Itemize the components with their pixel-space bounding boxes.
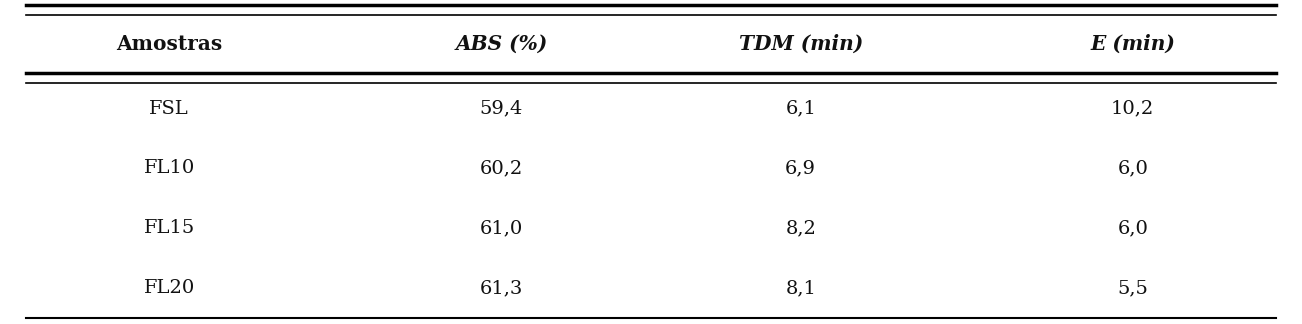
Text: 8,2: 8,2 <box>785 219 816 237</box>
Text: FL15: FL15 <box>143 219 195 237</box>
Text: 10,2: 10,2 <box>1111 99 1155 118</box>
Text: TDM (min): TDM (min) <box>738 34 863 54</box>
Text: 61,3: 61,3 <box>479 279 523 297</box>
Text: E (min): E (min) <box>1090 34 1176 54</box>
Text: 6,0: 6,0 <box>1117 159 1148 178</box>
Text: 8,1: 8,1 <box>785 279 816 297</box>
Text: 59,4: 59,4 <box>479 99 523 118</box>
Text: ABS (%): ABS (%) <box>456 34 547 54</box>
Text: 61,0: 61,0 <box>479 219 523 237</box>
Text: 5,5: 5,5 <box>1117 279 1148 297</box>
Text: 6,1: 6,1 <box>785 99 816 118</box>
Text: Amostras: Amostras <box>116 34 223 54</box>
Text: FSL: FSL <box>150 99 189 118</box>
Text: 60,2: 60,2 <box>479 159 523 178</box>
Text: 6,9: 6,9 <box>785 159 816 178</box>
Text: FL10: FL10 <box>143 159 195 178</box>
Text: 6,0: 6,0 <box>1117 219 1148 237</box>
Text: FL20: FL20 <box>143 279 195 297</box>
